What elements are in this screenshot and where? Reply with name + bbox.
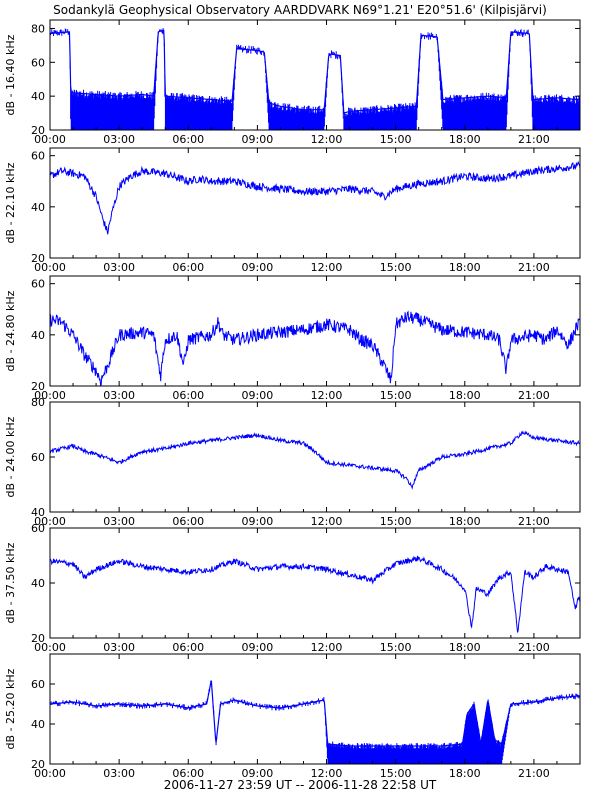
y-tick-label: 60 — [31, 522, 45, 535]
y-tick-label: 40 — [31, 329, 45, 342]
y-tick-label: 40 — [31, 718, 45, 731]
y-axis-label: dB - 24.80 kHz — [4, 290, 17, 371]
y-axis-label: dB - 37.50 kHz — [4, 542, 17, 623]
x-tick-label: 15:00 — [380, 515, 412, 528]
x-tick-label: 09:00 — [242, 767, 274, 780]
panel-3: 00:00 03:00 06:00 09:00 12:00 15:00 18:00 21:00… — [4, 275, 581, 402]
plot-frame — [49, 275, 581, 387]
x-tick-label: 12:00 — [311, 641, 343, 654]
panel-1: 00:00 03:00 06:00 09:00 12:00 15:00 18:00 21:00… — [4, 19, 581, 146]
x-tick-label: 03:00 — [103, 641, 135, 654]
x-tick-label: 00:00 — [34, 389, 66, 402]
panel-4: 00:00 03:00 06:00 09:00 12:00 15:00 18:00 21:00… — [4, 396, 581, 528]
panel-2: 00:00 03:00 06:00 09:00 12:00 15:00 18:00 21:00… — [4, 147, 581, 274]
x-tick-label: 09:00 — [242, 261, 274, 274]
panel-6: 00:00 03:00 06:00 09:00 12:00 15:00 18:00 21:00… — [4, 653, 581, 780]
x-tick-label: 06:00 — [172, 133, 204, 146]
y-tick-label: 20 — [31, 632, 45, 645]
x-tick-label: 00:00 — [34, 767, 66, 780]
x-tick-label: 00:00 — [34, 261, 66, 274]
x-tick-label: 03:00 — [103, 767, 135, 780]
series-trace — [50, 680, 580, 764]
series-trace — [50, 310, 580, 386]
x-tick-label: 21:00 — [518, 261, 550, 274]
x-tick-label: 12:00 — [311, 767, 343, 780]
y-axis-label: dB - 25.20 kHz — [4, 668, 17, 749]
x-tick-label: 12:00 — [311, 133, 343, 146]
plot-frame — [49, 19, 581, 131]
x-tick-label: 09:00 — [242, 641, 274, 654]
x-tick-label: 12:00 — [311, 261, 343, 274]
x-tick-label: 21:00 — [518, 133, 550, 146]
y-tick-label: 40 — [31, 577, 45, 590]
series-trace — [50, 28, 580, 130]
x-tick-label: 15:00 — [380, 133, 412, 146]
time-range-label: 2006-11-27 23:59 UT -- 2006-11-28 22:58 … — [163, 778, 437, 792]
x-tick-label: 09:00 — [242, 389, 274, 402]
x-tick-label: 18:00 — [449, 133, 481, 146]
y-tick-label: 40 — [31, 90, 45, 103]
x-tick-label: 03:00 — [103, 133, 135, 146]
series-trace — [50, 430, 580, 490]
plot-frame — [49, 147, 581, 259]
x-tick-label: 15:00 — [380, 389, 412, 402]
x-tick-label: 03:00 — [103, 261, 135, 274]
x-tick-label: 18:00 — [449, 515, 481, 528]
series-trace — [50, 160, 580, 235]
x-tick-label: 03:00 — [103, 515, 135, 528]
x-tick-label: 00:00 — [34, 641, 66, 654]
y-tick-label: 80 — [31, 396, 45, 409]
x-tick-label: 03:00 — [103, 389, 135, 402]
y-tick-label: 80 — [31, 22, 45, 35]
x-tick-label: 21:00 — [518, 515, 550, 528]
y-tick-label: 60 — [31, 451, 45, 464]
y-tick-label: 60 — [31, 278, 45, 291]
y-tick-label: 40 — [31, 506, 45, 519]
x-tick-label: 15:00 — [380, 767, 412, 780]
x-tick-label: 12:00 — [311, 389, 343, 402]
x-tick-label: 21:00 — [518, 641, 550, 654]
y-axis-label: dB - 22.10 kHz — [4, 162, 17, 243]
panel-5: 00:00 03:00 06:00 09:00 12:00 15:00 18:00 21:00… — [4, 522, 581, 654]
x-tick-label: 15:00 — [380, 641, 412, 654]
series-outline — [50, 29, 580, 114]
plot-frame — [49, 527, 581, 639]
y-axis-label: dB - 16.40 kHz — [4, 34, 17, 115]
y-tick-label: 60 — [31, 150, 45, 163]
x-tick-label: 12:00 — [311, 515, 343, 528]
x-tick-label: 06:00 — [172, 767, 204, 780]
x-tick-label: 06:00 — [172, 261, 204, 274]
x-tick-label: 18:00 — [449, 767, 481, 780]
chart-title: Sodankylä Geophysical Observatory AARDDV… — [53, 3, 547, 17]
x-tick-label: 00:00 — [34, 133, 66, 146]
y-axis-label: dB - 24.00 kHz — [4, 416, 17, 497]
x-tick-label: 15:00 — [380, 261, 412, 274]
y-tick-label: 20 — [31, 758, 45, 771]
x-tick-label: 06:00 — [172, 389, 204, 402]
x-tick-label: 18:00 — [449, 261, 481, 274]
x-tick-label: 18:00 — [449, 389, 481, 402]
y-tick-label: 20 — [31, 124, 45, 137]
x-tick-label: 18:00 — [449, 641, 481, 654]
series-outline — [50, 680, 580, 747]
x-tick-label: 06:00 — [172, 641, 204, 654]
y-tick-label: 40 — [31, 201, 45, 214]
y-tick-label: 20 — [31, 252, 45, 265]
x-tick-label: 06:00 — [172, 515, 204, 528]
x-tick-label: 21:00 — [518, 389, 550, 402]
y-tick-label: 20 — [31, 380, 45, 393]
plot-frame — [49, 653, 581, 765]
x-tick-label: 00:00 — [34, 515, 66, 528]
x-tick-label: 21:00 — [518, 767, 550, 780]
y-tick-label: 60 — [31, 678, 45, 691]
x-tick-label: 09:00 — [242, 515, 274, 528]
series-trace — [50, 555, 580, 633]
y-tick-label: 60 — [31, 56, 45, 69]
x-tick-label: 09:00 — [242, 133, 274, 146]
